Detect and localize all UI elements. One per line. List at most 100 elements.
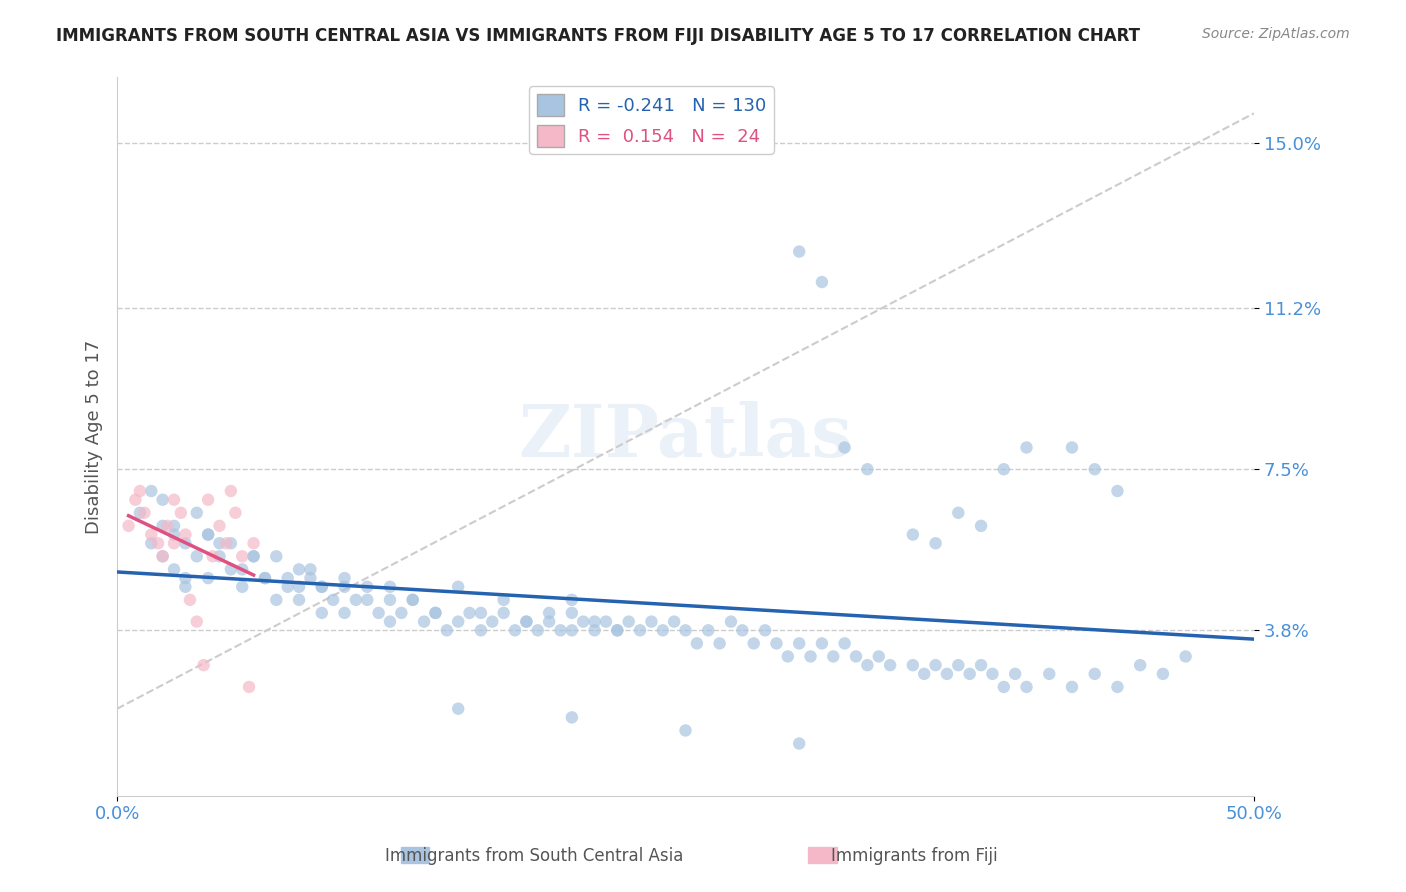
Point xyxy=(208,536,231,550)
Point xyxy=(231,549,253,564)
Point xyxy=(492,606,515,620)
Point xyxy=(402,592,425,607)
Point xyxy=(492,592,515,607)
Point xyxy=(948,658,970,673)
Point xyxy=(447,580,470,594)
Point xyxy=(640,615,662,629)
Point xyxy=(311,580,333,594)
Point xyxy=(765,636,787,650)
Point xyxy=(856,462,879,476)
Point xyxy=(197,492,219,507)
Point xyxy=(299,562,322,576)
Text: Immigrants from Fiji: Immigrants from Fiji xyxy=(831,847,997,865)
Point xyxy=(152,519,174,533)
Point xyxy=(333,606,356,620)
Point xyxy=(134,506,156,520)
Point xyxy=(1084,666,1107,681)
Point xyxy=(720,615,742,629)
Y-axis label: Disability Age 5 to 17: Disability Age 5 to 17 xyxy=(86,340,103,533)
Point xyxy=(367,606,389,620)
Point xyxy=(179,592,201,607)
Text: ZIPatlas: ZIPatlas xyxy=(519,401,852,472)
Point xyxy=(561,710,583,724)
Point xyxy=(224,506,246,520)
Point xyxy=(242,536,264,550)
Point xyxy=(515,615,537,629)
Point xyxy=(811,636,834,650)
Point xyxy=(879,658,901,673)
Point xyxy=(628,624,651,638)
Point xyxy=(447,615,470,629)
Point xyxy=(834,441,856,455)
Point xyxy=(1174,649,1197,664)
Point xyxy=(834,636,856,650)
Point xyxy=(787,244,810,259)
Point xyxy=(193,658,215,673)
Point xyxy=(277,580,299,594)
Point xyxy=(1107,680,1129,694)
Point xyxy=(146,536,169,550)
Point xyxy=(238,680,260,694)
Point xyxy=(970,658,993,673)
Point xyxy=(561,624,583,638)
Point xyxy=(163,536,186,550)
Point xyxy=(219,483,242,498)
Point xyxy=(378,615,401,629)
Point xyxy=(219,562,242,576)
Point xyxy=(163,492,186,507)
Point xyxy=(163,562,186,576)
Point xyxy=(425,606,447,620)
Point xyxy=(981,666,1004,681)
Point xyxy=(458,606,481,620)
Point xyxy=(662,615,685,629)
Point xyxy=(311,606,333,620)
Point xyxy=(242,549,264,564)
Point xyxy=(912,666,935,681)
Point xyxy=(948,506,970,520)
Point xyxy=(481,615,503,629)
Legend: R = -0.241   N = 130, R =  0.154   N =  24: R = -0.241 N = 130, R = 0.154 N = 24 xyxy=(529,87,773,154)
Point xyxy=(266,549,288,564)
Point xyxy=(219,536,242,550)
Point xyxy=(129,506,152,520)
Point xyxy=(776,649,799,664)
Point xyxy=(333,580,356,594)
Point xyxy=(344,592,367,607)
Point xyxy=(1038,666,1060,681)
Point xyxy=(152,549,174,564)
Point xyxy=(901,527,924,541)
Point xyxy=(799,649,821,664)
Point xyxy=(583,624,606,638)
Point xyxy=(242,549,264,564)
Point xyxy=(197,527,219,541)
Point xyxy=(163,519,186,533)
Point xyxy=(470,624,492,638)
Point xyxy=(156,519,179,533)
Point xyxy=(561,606,583,620)
Point xyxy=(152,492,174,507)
Point xyxy=(174,580,197,594)
Point xyxy=(413,615,436,629)
Point xyxy=(253,571,276,585)
Point xyxy=(197,527,219,541)
Point xyxy=(197,571,219,585)
Point xyxy=(742,636,765,650)
Point xyxy=(538,606,561,620)
Point xyxy=(845,649,868,664)
Point xyxy=(901,658,924,673)
Point xyxy=(538,615,561,629)
Point xyxy=(470,606,492,620)
Point xyxy=(174,527,197,541)
Point xyxy=(129,483,152,498)
Point xyxy=(1084,462,1107,476)
Point xyxy=(231,562,253,576)
Point xyxy=(141,483,163,498)
Point xyxy=(1015,680,1038,694)
Point xyxy=(163,527,186,541)
Point xyxy=(322,592,344,607)
Point xyxy=(503,624,526,638)
Point xyxy=(1107,483,1129,498)
Point xyxy=(1015,441,1038,455)
Point xyxy=(170,506,193,520)
Point xyxy=(436,624,458,638)
